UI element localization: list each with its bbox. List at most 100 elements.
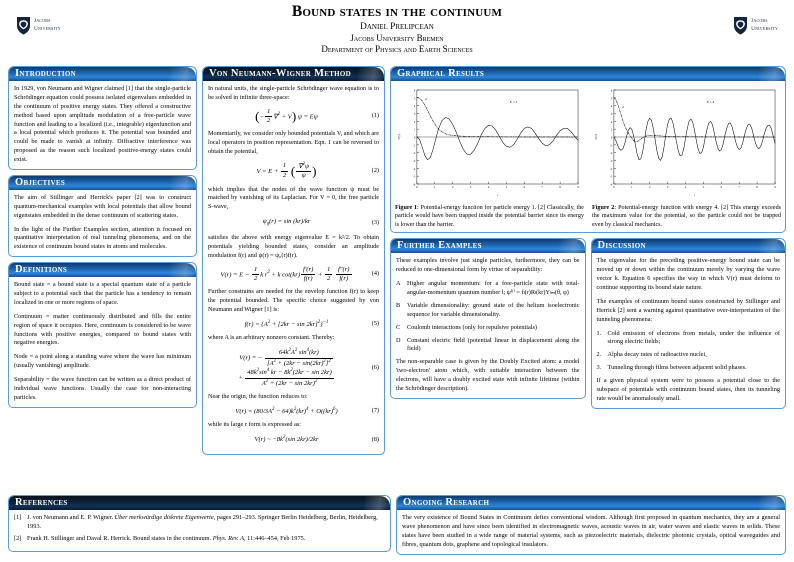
reference-marker: [1]	[14, 514, 22, 521]
list-item-text: Higher angular momentum: for a free-part…	[407, 280, 580, 297]
definition-separability: Separability = the wave function can be …	[14, 376, 191, 401]
figure-2-container: -6 -5 -4 -3 -2 -1 0 1 2 3 4 5 6 0 1 2 3 4 5 6 7 8 9 r V(r) E = 4 ψ…	[588, 81, 785, 232]
svg-text:-1: -1	[610, 143, 613, 147]
equation-6: V(r) = − 64k2A2 sin4(kr) [A2 + (2kr − sin…	[208, 348, 379, 388]
svg-text:-1: -1	[413, 143, 416, 147]
reference-text: J. von Neumann and E. P. Wigner. Über me…	[27, 514, 385, 532]
svg-text:E = 1: E = 1	[510, 100, 518, 104]
svg-text:1: 1	[414, 128, 416, 132]
list-item: C Coulomb interactions (only for repulsi…	[396, 324, 580, 333]
svg-text:r: r	[694, 193, 696, 197]
definition-continuum: Continuum = matter continuously distribu…	[14, 312, 191, 347]
equation-8-number: (8)	[371, 435, 379, 443]
svg-text:-4: -4	[610, 167, 613, 171]
svg-text:2: 2	[649, 185, 651, 189]
right-subcolumns: Further Examples These examples involve …	[390, 238, 786, 490]
svg-text:-4: -4	[413, 167, 416, 171]
column-left: Introduction In 1929, von Neumann and Wi…	[8, 66, 197, 490]
list-item: A Higher angular momentum: for a free-pa…	[396, 280, 580, 298]
svg-text:-6: -6	[610, 182, 613, 186]
equation-8-expression: V(r) ~ −8k2(sin 2kr)/2kr	[254, 435, 319, 444]
list-item-text: Variable dimensionality: ground state of…	[407, 301, 580, 318]
equation-8: V(r) ~ −8k2(sin 2kr)/2kr (8)	[208, 435, 379, 445]
list-item-marker: C	[396, 323, 401, 331]
discussion-list: 1. Cold emission of electrons from metal…	[597, 330, 781, 374]
equation-2-number: (2)	[371, 166, 379, 174]
reference-text-pre: J. von Neumann and E. P. Wigner.	[27, 514, 115, 521]
discussion-paragraph-3: If a given physical system were to posse…	[596, 377, 781, 402]
list-item-marker: 2.	[596, 351, 602, 359]
svg-text:3: 3	[470, 185, 472, 189]
reference-marker: [2]	[14, 534, 22, 542]
equation-6-number: (6)	[371, 363, 379, 371]
equation-7: V(r) = (80/3A2 − 64)k2(kr)4 + O((kr)6) (…	[208, 407, 379, 417]
svg-text:5: 5	[703, 185, 705, 189]
list-item-marker: 3.	[596, 364, 602, 372]
reference-text-pre: Frank H. Stillinger and Daval R. Herrick…	[27, 534, 213, 542]
svg-text:2: 2	[414, 120, 416, 124]
reference-text-italic: Über merkwürdige diskrete Eigenwerte	[114, 514, 214, 521]
list-item-marker: A	[396, 280, 401, 288]
equation-7-expression: V(r) = (80/3A2 − 64)k2(kr)4 + O((kr)6)	[235, 406, 338, 416]
svg-text:0: 0	[611, 135, 613, 139]
subcolumn-further-examples: Further Examples These examples involve …	[390, 238, 586, 490]
poster-columns: Introduction In 1929, von Neumann and Wi…	[0, 66, 794, 490]
section-references: References [1] J. von Neumann and E. P. …	[8, 495, 391, 552]
equation-1-expression: (− 1 2 ∇2 + V) ψ = Eψ	[255, 107, 318, 124]
figure-1-caption: Figure 1: Potential-energy function for …	[391, 204, 588, 233]
list-item: B Variable dimensionality: ground state …	[396, 302, 580, 320]
svg-text:1: 1	[631, 185, 633, 189]
section-von-neumann-wigner: Von Neumann-Wigner Method In natural uni…	[201, 66, 385, 455]
section-discussion: Discussion The eigenvalue for the preced…	[590, 238, 786, 409]
further-examples-list: A Higher angular momentum: for a free-pa…	[396, 280, 580, 354]
svg-text:8: 8	[559, 185, 561, 189]
svg-text:-2: -2	[413, 151, 416, 155]
svg-text:6: 6	[414, 88, 416, 92]
vnw-paragraph-8: while its large r form is expressed as:	[207, 421, 302, 429]
svg-text:0: 0	[414, 135, 416, 139]
svg-text:E = 4: E = 4	[707, 100, 715, 104]
list-item-text: Coulomb interactions (only for repulsive…	[407, 323, 538, 331]
list-item: D Constant electric field (potential lin…	[396, 337, 580, 355]
svg-text:1: 1	[434, 185, 436, 189]
svg-text:3: 3	[611, 112, 613, 116]
figure-2-caption-text: : Potential-energy function with energy …	[592, 204, 781, 228]
column-right: Graphical Results -6 -5 -4 -3 -2 -1 0 1 2 3 4 5 6 0 1 2…	[390, 66, 786, 490]
svg-text:4: 4	[488, 185, 490, 189]
svg-text:6: 6	[611, 88, 613, 92]
section-objectives-body: The aim of Stillinger and Herrick's pape…	[9, 190, 196, 256]
author-name: Daniel Prelipcean	[360, 22, 434, 33]
equation-6-expression: V(r) = − 64k2A2 sin4(kr) [A2 + (2kr − sin…	[238, 348, 334, 387]
svg-text:5: 5	[611, 96, 613, 100]
vnw-paragraph-2: Momentarily, we consider only bounded po…	[207, 130, 379, 155]
column-middle: Von Neumann-Wigner Method In natural uni…	[201, 66, 385, 490]
reference-text-post: , pages 291–293. Springer Berlin Heidelb…	[27, 514, 378, 530]
list-item: 1. Cold emission of electrons from metal…	[597, 330, 781, 348]
list-item: 3. Tunneling through films between adjac…	[597, 364, 781, 373]
logo-left-line2: University	[34, 25, 61, 32]
logo-right-line2: University	[751, 25, 778, 32]
svg-text:-5: -5	[610, 175, 613, 179]
svg-text:-6: -6	[413, 182, 416, 186]
section-graphical-results: Graphical Results -6 -5 -4 -3 -2 -1 0 1 2 3 4 5 6 0 1 2…	[390, 66, 786, 234]
figure-1-plot: -6 -5 -4 -3 -2 -1 0 1 2 3 4 5 6 0 1 2 3 4 5 6 7 8 9 r V(r) E = 1 ψ	[391, 81, 588, 204]
further-examples-paragraph-1: These examples involve just single parti…	[396, 257, 580, 274]
equation-1: (− 1 2 ∇2 + V) ψ = Eψ (1)	[208, 108, 379, 125]
svg-text:3: 3	[667, 185, 669, 189]
section-definitions-body: Bound state = a bound state is a special…	[9, 277, 196, 407]
svg-text:r: r	[497, 193, 499, 197]
svg-text:ψ: ψ	[622, 105, 624, 109]
section-further-examples: Further Examples These examples involve …	[390, 238, 586, 399]
svg-text:V(r): V(r)	[397, 134, 401, 139]
equation-1-number: (1)	[371, 112, 379, 120]
list-item-text: Tunneling through films between adjacent…	[607, 364, 747, 372]
equation-5-number: (5)	[371, 320, 379, 328]
svg-text:0: 0	[416, 185, 418, 189]
svg-text:5: 5	[414, 96, 416, 100]
svg-text:7: 7	[542, 185, 544, 189]
section-von-neumann-wigner-body: In natural units, the single-particle Sc…	[203, 81, 384, 454]
list-item-marker: B	[396, 301, 401, 309]
vnw-paragraph-4: satisfies the above with energy eigenval…	[207, 234, 379, 259]
